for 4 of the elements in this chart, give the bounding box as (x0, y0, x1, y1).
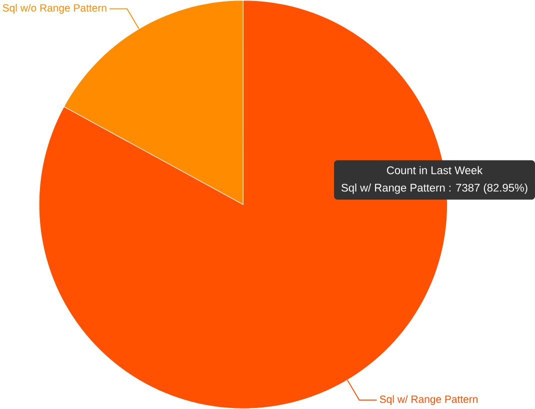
slice-label: Sql w/ Range Pattern (380, 395, 478, 406)
text: Sql w/ Range Pattern : 7387 (82.95%) (342, 184, 528, 194)
slice-label: Sql w/o Range Pattern (2, 4, 106, 14)
text: Count in Last Week (387, 166, 483, 174)
